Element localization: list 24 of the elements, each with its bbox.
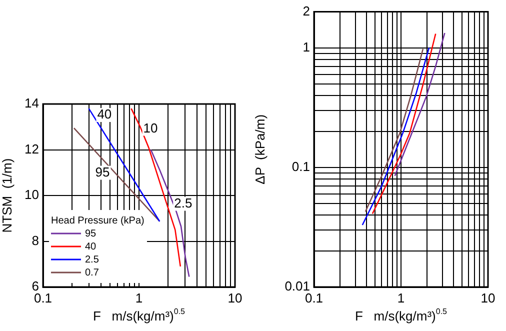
y-tick-label: 14: [24, 96, 39, 111]
y-tick-label: 0.01: [284, 278, 310, 294]
x-tick-label: 10: [228, 290, 242, 306]
y-tick-label: 1: [302, 39, 310, 54]
legend-title: Head Pressure (kPa): [51, 215, 144, 226]
annotation: 2.5: [174, 195, 192, 210]
legend-label: 40: [85, 241, 97, 252]
y-tick-label: 0.1: [292, 158, 310, 174]
y-tick-label: 12: [24, 141, 39, 156]
legend-label: 2.5: [85, 254, 100, 266]
y-tick-label: 2: [302, 3, 310, 18]
legend-label: 95: [85, 228, 97, 240]
annotation: 95: [95, 164, 110, 180]
annotation: 10: [143, 120, 158, 136]
y-axis-title: NTSM (1/m): [0, 158, 14, 233]
x-tick-label: 1: [397, 290, 405, 306]
y-tick-label: 8: [32, 232, 39, 248]
x-tick-label: 1: [135, 290, 143, 306]
annotation: 40: [97, 106, 112, 122]
legend-label: 0.7: [85, 267, 100, 278]
y-tick-label: 10: [24, 187, 39, 202]
y-tick-label: 6: [32, 278, 39, 294]
x-tick-label: 10: [480, 290, 496, 306]
y-axis-title: ΔP (kPa/m): [252, 114, 268, 184]
